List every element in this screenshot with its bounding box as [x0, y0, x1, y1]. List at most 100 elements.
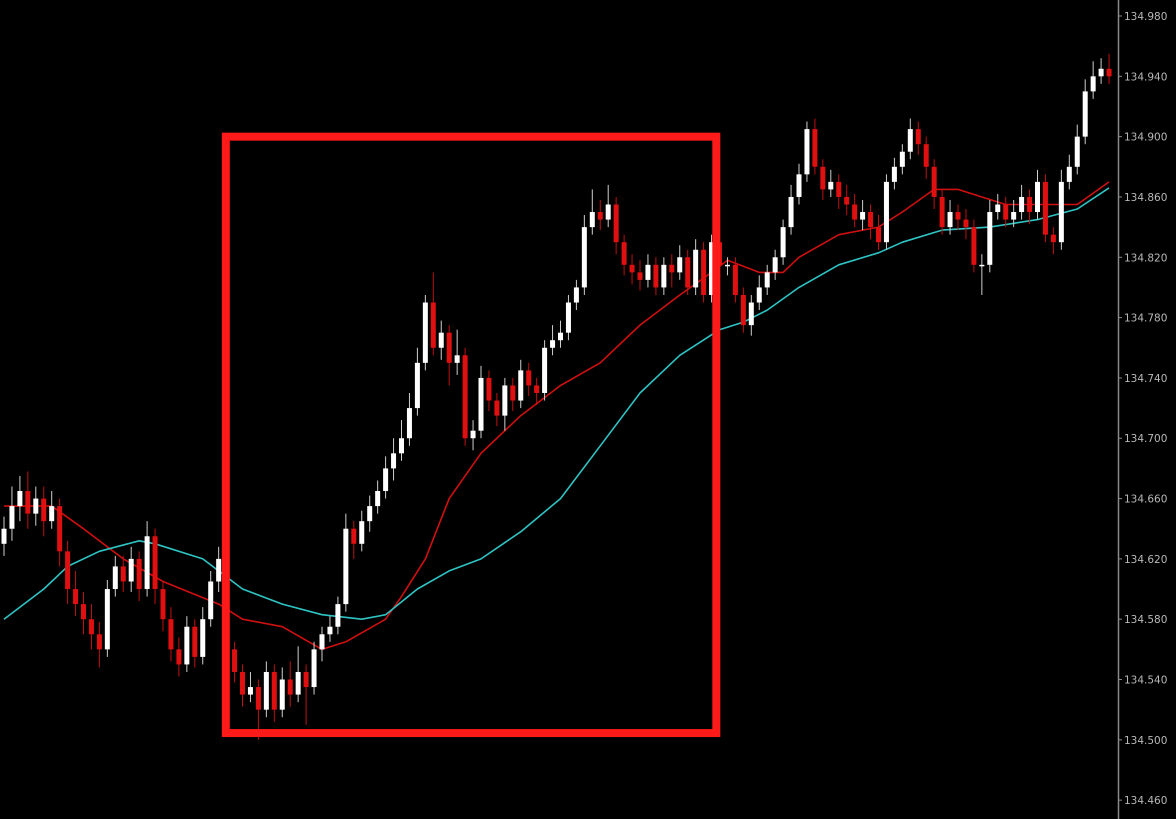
candle-body: [931, 166, 937, 197]
candle: [629, 254, 635, 285]
price-tick-label: 134.820: [1124, 252, 1167, 264]
candle-body: [804, 129, 810, 175]
candle-body: [661, 264, 667, 288]
candle: [772, 249, 778, 280]
candle-body: [995, 204, 1001, 213]
candle-body: [732, 264, 738, 295]
candle: [414, 347, 420, 416]
candle: [669, 254, 675, 288]
candle-body: [96, 634, 102, 650]
candle: [208, 570, 214, 627]
price-axis[interactable]: 134.980 134.940 134.900 134.860 134.820 134.7…: [1117, 0, 1167, 819]
candle: [1058, 169, 1064, 250]
candle-body: [724, 264, 730, 267]
candle-body: [518, 370, 524, 401]
moving-average-line-1: [4, 181, 1110, 651]
candle: [176, 637, 182, 677]
candle: [828, 169, 834, 197]
candle-body: [200, 619, 206, 657]
candle: [9, 486, 15, 541]
candle: [581, 215, 587, 295]
candle-body: [605, 204, 611, 220]
candle: [876, 215, 881, 250]
candle-body: [391, 453, 397, 469]
candle: [168, 607, 174, 662]
candle: [152, 528, 158, 605]
candle: [613, 196, 619, 255]
candle: [422, 294, 428, 371]
candle-body: [88, 619, 94, 635]
candle: [542, 340, 548, 401]
candle: [939, 189, 945, 235]
candle-body: [335, 604, 341, 627]
candle: [597, 199, 603, 231]
candle: [860, 199, 866, 231]
candle: [995, 193, 1001, 220]
candle: [796, 163, 802, 205]
candle: [518, 359, 524, 409]
candle-body: [399, 438, 404, 454]
candle-body: [438, 332, 444, 348]
candle-body: [1050, 234, 1056, 243]
candle: [510, 377, 516, 412]
candle: [558, 320, 563, 348]
candle-body: [868, 212, 874, 228]
candle: [979, 254, 985, 295]
candle-body: [820, 166, 826, 190]
candle-body: [112, 566, 118, 590]
candle: [1090, 61, 1096, 99]
candle: [748, 294, 754, 336]
candle: [756, 275, 762, 311]
candle-body: [645, 264, 651, 280]
candle: [836, 174, 842, 210]
candle-body: [883, 181, 889, 243]
candle: [494, 393, 500, 427]
candle: [351, 521, 357, 559]
candle: [852, 193, 858, 228]
candle: [375, 480, 381, 514]
candle-body: [876, 227, 881, 243]
candle-body: [120, 566, 126, 582]
candle: [1011, 199, 1017, 228]
candle: [96, 622, 102, 668]
candle: [136, 551, 142, 602]
candle-body: [216, 558, 222, 582]
candle: [287, 661, 293, 707]
candle-body: [756, 287, 762, 303]
candle-body: [168, 619, 174, 650]
candle: [963, 209, 969, 240]
candle-body: [701, 249, 707, 295]
candle: [1003, 196, 1009, 228]
candle-body: [287, 679, 293, 695]
candle: [502, 377, 508, 431]
price-tick-label: 134.500: [1124, 735, 1167, 747]
candle-body: [422, 302, 428, 363]
candle: [899, 144, 905, 175]
candle-body: [1019, 196, 1025, 213]
candle: [311, 641, 317, 695]
candle: [1, 516, 7, 556]
candle-body: [383, 468, 389, 492]
candle-body: [49, 506, 55, 522]
candle: [812, 118, 818, 175]
candle: [200, 607, 206, 665]
candle: [645, 254, 651, 288]
candle-body: [971, 227, 977, 265]
candle-body: [947, 212, 953, 228]
candle: [128, 546, 134, 593]
candle: [923, 136, 929, 179]
candle-body: [160, 589, 166, 620]
candle-body: [470, 430, 476, 439]
candle-body: [788, 196, 794, 228]
candle-body: [748, 302, 754, 326]
candle-body: [311, 649, 317, 688]
candle-body: [653, 264, 659, 288]
candle: [303, 664, 309, 725]
candle: [232, 641, 238, 683]
candle: [534, 377, 540, 406]
candle-body: [963, 219, 969, 228]
candle: [446, 325, 452, 386]
candle-body: [979, 264, 985, 267]
candle: [740, 287, 746, 333]
